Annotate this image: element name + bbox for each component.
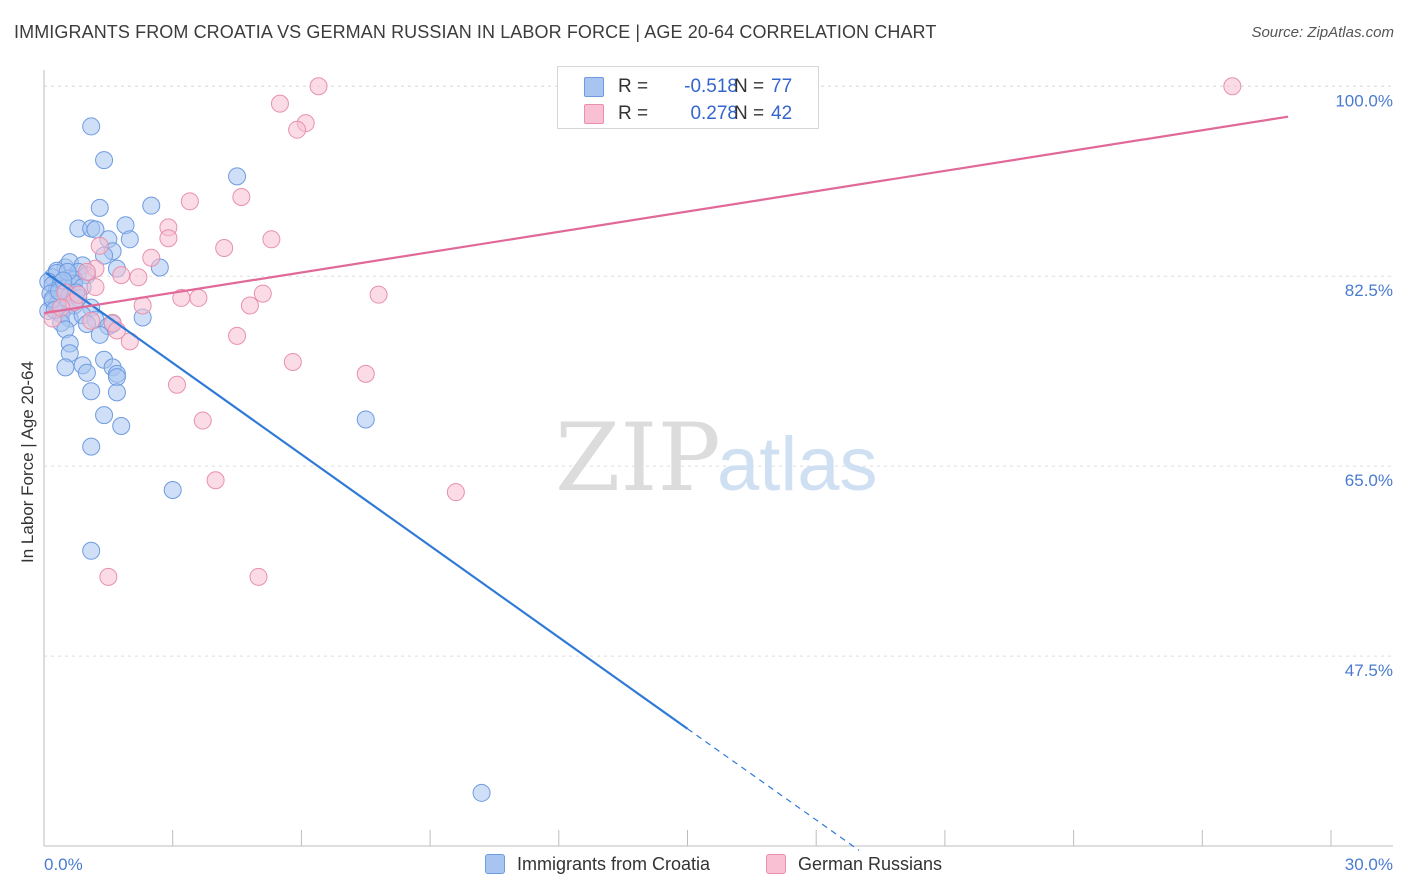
point-german-russians	[253, 284, 272, 303]
point-german-russians	[288, 120, 307, 139]
trend-line-croatia-extrapolated	[687, 728, 860, 851]
r-label: R =	[618, 76, 649, 97]
point-german-russians	[86, 278, 105, 297]
legend-swatch-croatia	[584, 77, 604, 97]
x-tick-label: 0.0%	[44, 855, 83, 874]
y-tick-label: 47.5%	[1345, 661, 1393, 680]
point-german-russians	[283, 352, 302, 371]
point-croatia	[56, 358, 75, 377]
legend-label-german-russians: German Russians	[798, 853, 943, 874]
legend-item-croatia[interactable]: Immigrants from Croatia	[485, 852, 710, 876]
r-label: R =	[618, 103, 649, 124]
legend-swatch-german-russians	[584, 104, 604, 124]
watermark-atlas: atlas	[717, 422, 878, 507]
point-croatia	[95, 406, 114, 425]
trend-line-croatia	[45, 272, 689, 730]
chart-title: IMMIGRANTS FROM CROATIA VS GERMAN RUSSIA…	[14, 22, 937, 42]
point-german-russians	[215, 238, 234, 257]
watermark-zip: ZIP	[555, 404, 721, 513]
point-german-russians	[52, 298, 71, 317]
legend-swatch-german-russians	[766, 854, 786, 874]
point-german-russians	[228, 326, 247, 345]
gridlines	[44, 85, 1393, 657]
point-croatia	[82, 117, 101, 136]
tick-labels: 100.0% 82.5% 65.0% 47.5% 0.0% 30.0%	[44, 91, 1393, 874]
point-german-russians	[206, 471, 225, 490]
stats-legend: R = -0.518 N = 77 R = 0.278 N = 42	[557, 66, 819, 129]
point-german-russians	[309, 77, 328, 96]
y-axis-label: In Labor Force | Age 20-64	[18, 361, 37, 563]
legend-label-croatia: Immigrants from Croatia	[517, 853, 711, 874]
point-german-russians	[262, 230, 281, 249]
trend-lines	[43, 115, 1289, 851]
point-german-russians	[112, 266, 131, 285]
point-german-russians	[270, 94, 289, 113]
point-croatia	[356, 410, 375, 429]
point-german-russians	[369, 285, 388, 304]
point-croatia	[472, 783, 491, 802]
trend-line-german-russians	[43, 115, 1289, 315]
point-german-russians	[189, 288, 208, 307]
point-german-russians	[180, 192, 199, 211]
point-croatia	[82, 437, 101, 456]
point-german-russians	[356, 364, 375, 383]
x-tick-label: 30.0%	[1345, 855, 1393, 874]
axes	[43, 70, 1393, 847]
n-value: 42	[771, 103, 793, 124]
point-german-russians	[129, 268, 148, 287]
r-value: 0.278	[690, 103, 738, 124]
point-german-russians	[193, 411, 212, 430]
point-german-russians	[1223, 77, 1242, 96]
point-croatia	[82, 541, 101, 560]
point-german-russians	[77, 262, 96, 281]
n-label: N =	[734, 76, 765, 97]
y-tick-label: 82.5%	[1345, 281, 1393, 300]
watermark: ZIP atlas	[555, 404, 878, 513]
point-german-russians	[446, 483, 465, 502]
point-german-russians	[249, 567, 268, 586]
scatter-points	[39, 77, 1242, 802]
legend-item-german-russians[interactable]: German Russians	[766, 852, 942, 876]
point-croatia	[82, 382, 101, 401]
n-value: 77	[771, 76, 793, 97]
point-croatia	[142, 196, 161, 215]
point-german-russians	[82, 311, 101, 330]
point-german-russians	[240, 296, 259, 315]
point-croatia	[112, 416, 131, 435]
point-croatia	[163, 481, 182, 500]
y-tick-label: 100.0%	[1335, 91, 1393, 110]
point-german-russians	[167, 375, 186, 394]
y-tick-label: 65.0%	[1345, 471, 1393, 490]
point-german-russians	[142, 248, 161, 267]
source-label: Source: ZipAtlas.com	[1251, 24, 1394, 41]
point-croatia	[90, 325, 109, 344]
point-german-russians	[159, 229, 178, 248]
n-label: N =	[734, 103, 765, 124]
point-croatia	[107, 383, 126, 402]
point-croatia	[107, 368, 126, 387]
point-croatia	[120, 230, 139, 249]
r-value: -0.518	[684, 76, 738, 97]
point-croatia	[77, 363, 96, 382]
point-croatia	[90, 198, 109, 217]
point-german-russians	[99, 567, 118, 586]
point-german-russians	[90, 236, 109, 255]
legend-swatch-croatia	[485, 854, 505, 874]
point-croatia	[228, 167, 247, 186]
point-german-russians	[232, 187, 251, 206]
point-croatia	[95, 151, 114, 170]
